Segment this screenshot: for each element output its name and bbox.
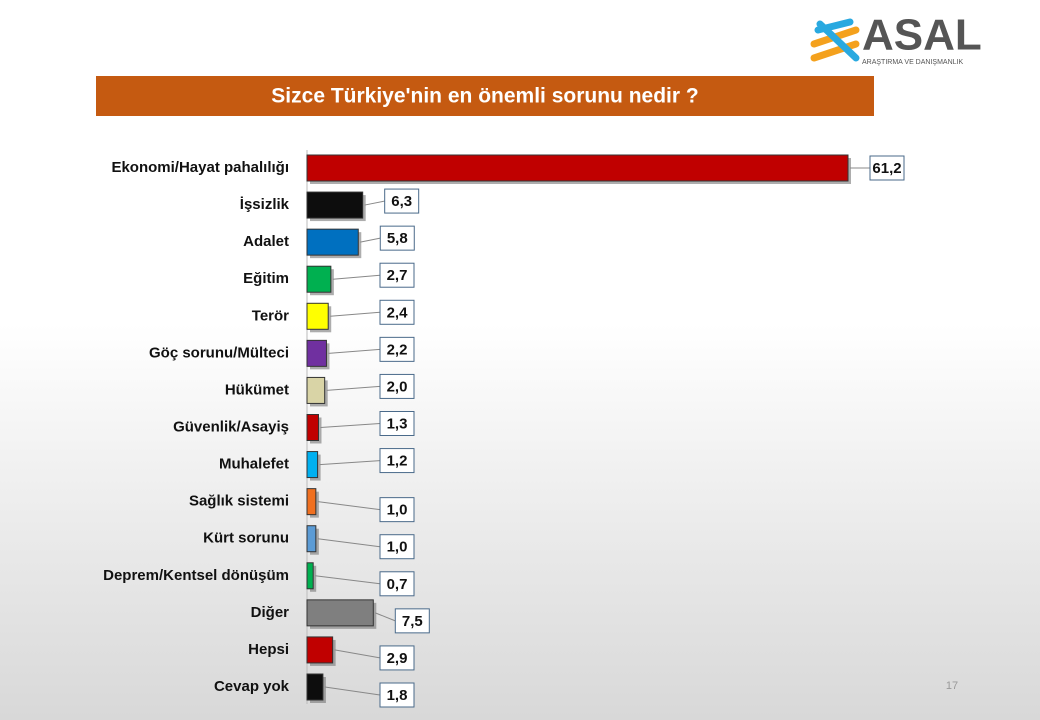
bar: [306, 228, 359, 256]
leader-line: [326, 385, 381, 391]
chart-title: Sizce Türkiye'nin en önemli sorunu nedir…: [271, 85, 698, 108]
category-label: Güvenlik/Asayiş: [173, 418, 289, 435]
category-label: Muhalefet: [219, 456, 289, 473]
leader-line: [324, 686, 381, 696]
category-label: Deprem/Kentsel dönüşüm: [103, 567, 289, 584]
value-label: 7,5: [402, 613, 423, 630]
category-label: Terör: [252, 307, 289, 324]
value-label-box: [384, 188, 420, 214]
category-label: Adalet: [243, 233, 289, 250]
bar: [306, 562, 314, 590]
value-label: 2,9: [387, 650, 408, 667]
leader-line: [320, 423, 381, 428]
bar: [306, 636, 334, 664]
value-label-box: [379, 411, 415, 436]
value-label-box: [869, 155, 905, 181]
page-number: 17: [946, 680, 958, 692]
logo: ASAL ARAŞTIRMA VE DANIŞMANLIK: [810, 11, 982, 66]
bar: [306, 376, 326, 404]
category-label: Ekonomi/Hayat pahalılığı: [111, 159, 289, 176]
value-label: 1,8: [387, 687, 408, 704]
value-label-box: [379, 534, 415, 560]
logo-icon: [810, 40, 860, 62]
leader-line: [317, 501, 381, 511]
value-label-box: [379, 262, 415, 288]
category-label: Sağlık sistemi: [189, 493, 289, 510]
category-label: Eğitim: [243, 270, 289, 287]
bar: [306, 673, 324, 701]
value-label: 5,8: [387, 230, 408, 247]
leader-line: [375, 612, 396, 622]
value-label: 1,3: [387, 415, 408, 432]
value-label: 1,2: [387, 453, 408, 470]
value-label: 1,0: [387, 539, 408, 556]
bar: [306, 488, 317, 516]
category-label: Hepsi: [248, 641, 289, 658]
value-label-box: [394, 608, 430, 634]
bar: [306, 414, 319, 441]
leader-line: [364, 200, 385, 206]
value-label: 61,2: [872, 160, 901, 177]
bar: [306, 525, 317, 553]
value-label-box: [379, 299, 415, 325]
category-label: Cevap yok: [214, 678, 290, 695]
bar: [306, 302, 329, 330]
bar: [306, 599, 374, 627]
leader-line: [360, 237, 381, 243]
value-label: 2,2: [387, 341, 408, 358]
leader-line: [317, 538, 381, 548]
value-label-box: [379, 682, 415, 708]
leader-line: [330, 311, 381, 317]
value-label-box: [379, 225, 415, 251]
bar: [306, 265, 332, 293]
logo-tagline: ARAŞTIRMA VE DANIŞMANLIK: [862, 59, 963, 66]
title-band: [96, 76, 874, 116]
category-label: Göç sorunu/Mülteci: [149, 344, 289, 361]
bar: [306, 191, 364, 219]
leader-line: [328, 348, 381, 354]
value-label-box: [379, 571, 415, 597]
bar: [306, 154, 849, 182]
value-label-box: [379, 373, 415, 399]
leader-line: [334, 649, 381, 659]
value-label: 0,7: [387, 576, 408, 593]
category-label: Kürt sorunu: [203, 530, 289, 547]
value-label: 6,3: [391, 193, 412, 210]
value-label-box: [379, 497, 415, 523]
value-label: 2,4: [387, 304, 409, 321]
value-label: 1,0: [387, 502, 408, 519]
bar: [306, 451, 319, 479]
value-label-box: [379, 336, 415, 362]
leader-line: [315, 575, 381, 585]
leader-line: [332, 274, 381, 280]
category-label: Hükümet: [225, 381, 289, 398]
bar: [306, 339, 327, 367]
value-label: 2,7: [387, 267, 408, 284]
logo-name: ASAL: [862, 11, 982, 60]
plot: Ekonomi/Hayat pahalılığı 61,2 İşsizlik 6,3 A…: [103, 154, 905, 708]
value-label-box: [379, 448, 415, 474]
leader-line: [319, 460, 381, 466]
category-label: Diğer: [251, 604, 290, 621]
logo-icon: [816, 20, 860, 62]
category-label: İşsizlik: [240, 196, 290, 213]
value-label: 2,0: [387, 378, 408, 395]
value-label-box: [379, 645, 415, 671]
